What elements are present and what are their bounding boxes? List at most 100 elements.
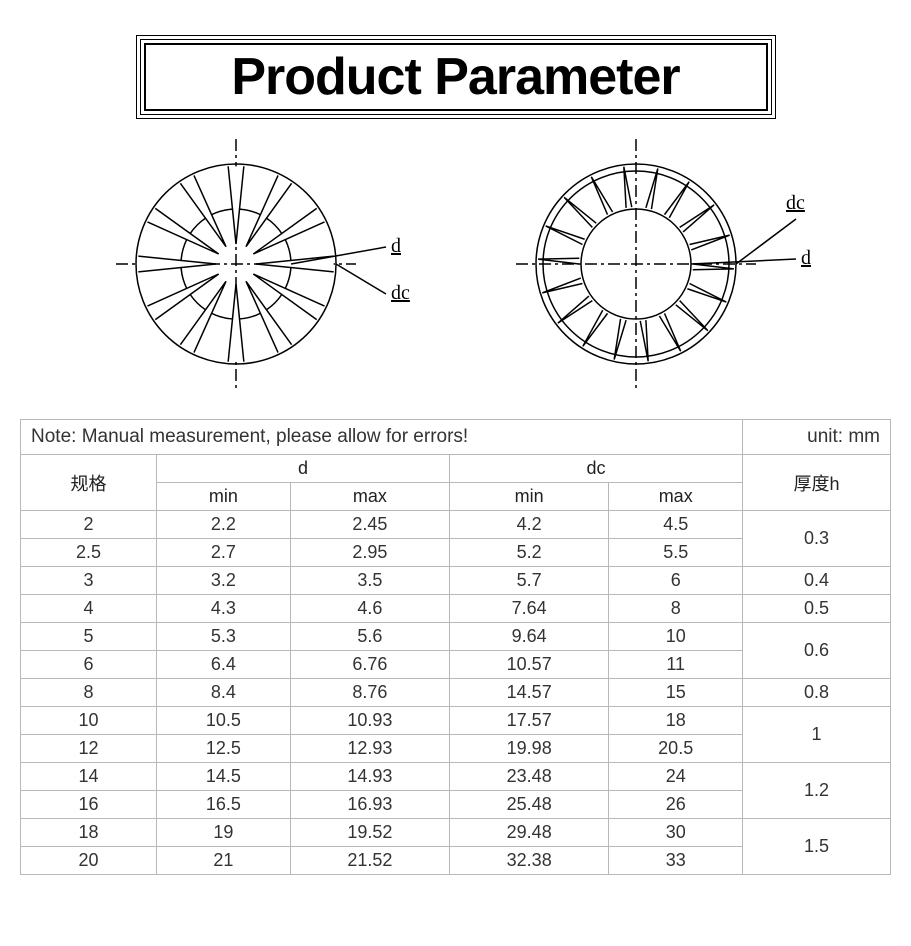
col-d-max: max [290, 483, 449, 511]
table-row: 44.34.67.6480.5 [21, 595, 891, 623]
table-row: 55.35.69.64100.6 [21, 623, 891, 651]
cell-dcmin: 19.98 [450, 735, 609, 763]
dim-label-d: d [391, 235, 401, 257]
cell-dcmax: 8 [609, 595, 743, 623]
cell-dmax: 21.52 [290, 847, 449, 875]
cell-dmin: 2.2 [157, 511, 291, 539]
washer-diagram-external: dc d [486, 139, 826, 389]
cell-spec: 12 [21, 735, 157, 763]
note-text: Note: Manual measurement, please allow f… [21, 420, 743, 455]
cell-spec: 3 [21, 567, 157, 595]
cell-spec: 2.5 [21, 539, 157, 567]
table-row: 181919.5229.48301.5 [21, 819, 891, 847]
cell-dmax: 2.95 [290, 539, 449, 567]
cell-dcmax: 33 [609, 847, 743, 875]
cell-thickness: 1 [743, 707, 891, 763]
cell-dmax: 4.6 [290, 595, 449, 623]
cell-thickness: 1.2 [743, 763, 891, 819]
cell-thickness: 0.6 [743, 623, 891, 679]
cell-dmax: 14.93 [290, 763, 449, 791]
cell-dmin: 5.3 [157, 623, 291, 651]
col-d: d [157, 455, 450, 483]
cell-spec: 6 [21, 651, 157, 679]
cell-dmin: 14.5 [157, 763, 291, 791]
cell-dmax: 2.45 [290, 511, 449, 539]
parameter-table: Note: Manual measurement, please allow f… [20, 419, 891, 875]
cell-dcmax: 6 [609, 567, 743, 595]
cell-dcmax: 15 [609, 679, 743, 707]
cell-dmax: 16.93 [290, 791, 449, 819]
cell-dcmax: 4.5 [609, 511, 743, 539]
table-row: 1414.514.9323.48241.2 [21, 763, 891, 791]
cell-dcmin: 7.64 [450, 595, 609, 623]
cell-dmin: 3.2 [157, 567, 291, 595]
cell-spec: 20 [21, 847, 157, 875]
dim-label-dc: dc [391, 282, 410, 304]
cell-spec: 14 [21, 763, 157, 791]
unit-label: unit: mm [743, 420, 891, 455]
washer-diagram-internal: d dc [86, 139, 426, 389]
cell-dcmax: 20.5 [609, 735, 743, 763]
cell-dmax: 10.93 [290, 707, 449, 735]
cell-dcmin: 9.64 [450, 623, 609, 651]
cell-dcmin: 5.2 [450, 539, 609, 567]
cell-dcmin: 29.48 [450, 819, 609, 847]
cell-dmin: 2.7 [157, 539, 291, 567]
col-thickness: 厚度h [743, 455, 891, 511]
table-row: 22.22.454.24.50.3 [21, 511, 891, 539]
cell-dmin: 8.4 [157, 679, 291, 707]
cell-dmin: 10.5 [157, 707, 291, 735]
cell-dmax: 6.76 [290, 651, 449, 679]
cell-spec: 10 [21, 707, 157, 735]
cell-dmax: 5.6 [290, 623, 449, 651]
cell-dmin: 6.4 [157, 651, 291, 679]
cell-dmin: 12.5 [157, 735, 291, 763]
cell-dmax: 19.52 [290, 819, 449, 847]
col-dc-min: min [450, 483, 609, 511]
cell-dmax: 12.93 [290, 735, 449, 763]
cell-dcmax: 10 [609, 623, 743, 651]
cell-spec: 16 [21, 791, 157, 819]
col-dc-max: max [609, 483, 743, 511]
cell-dmin: 16.5 [157, 791, 291, 819]
table-row: 1010.510.9317.57181 [21, 707, 891, 735]
cell-spec: 18 [21, 819, 157, 847]
col-d-min: min [157, 483, 291, 511]
dim-label-d-2: d [801, 247, 811, 269]
cell-spec: 4 [21, 595, 157, 623]
cell-dmin: 4.3 [157, 595, 291, 623]
cell-dmax: 3.5 [290, 567, 449, 595]
cell-spec: 5 [21, 623, 157, 651]
cell-dcmin: 32.38 [450, 847, 609, 875]
cell-dcmax: 5.5 [609, 539, 743, 567]
cell-dmin: 19 [157, 819, 291, 847]
cell-thickness: 1.5 [743, 819, 891, 875]
diagram-row: d dc dc d [0, 139, 911, 389]
cell-dcmin: 14.57 [450, 679, 609, 707]
cell-dcmin: 17.57 [450, 707, 609, 735]
title-banner: Product Parameter [136, 35, 776, 119]
cell-thickness: 0.3 [743, 511, 891, 567]
page-title: Product Parameter [156, 47, 756, 107]
cell-spec: 2 [21, 511, 157, 539]
dim-label-dc-2: dc [786, 192, 805, 214]
cell-dcmin: 23.48 [450, 763, 609, 791]
cell-dcmax: 30 [609, 819, 743, 847]
cell-dmin: 21 [157, 847, 291, 875]
cell-dcmax: 24 [609, 763, 743, 791]
header-row-1: 规格 d dc 厚度h [21, 455, 891, 483]
col-dc: dc [450, 455, 743, 483]
cell-dcmin: 4.2 [450, 511, 609, 539]
cell-dcmin: 25.48 [450, 791, 609, 819]
cell-thickness: 0.8 [743, 679, 891, 707]
cell-spec: 8 [21, 679, 157, 707]
col-spec: 规格 [21, 455, 157, 511]
note-row: Note: Manual measurement, please allow f… [21, 420, 891, 455]
cell-dcmax: 18 [609, 707, 743, 735]
cell-dcmin: 10.57 [450, 651, 609, 679]
cell-dcmax: 26 [609, 791, 743, 819]
table-row: 88.48.7614.57150.8 [21, 679, 891, 707]
cell-dcmax: 11 [609, 651, 743, 679]
cell-dmax: 8.76 [290, 679, 449, 707]
cell-thickness: 0.4 [743, 567, 891, 595]
